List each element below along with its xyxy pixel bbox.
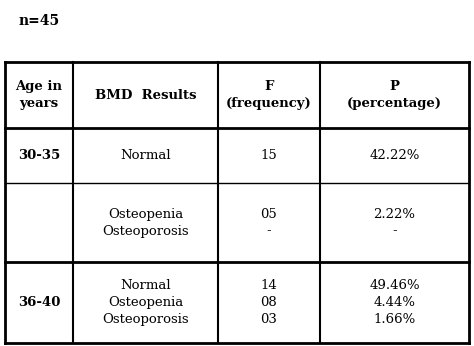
Text: Normal: Normal: [120, 149, 171, 162]
Text: n=45: n=45: [19, 14, 60, 28]
Text: Osteopenia
Osteoporosis: Osteopenia Osteoporosis: [102, 208, 189, 238]
Text: 14
08
03: 14 08 03: [261, 279, 277, 326]
Text: Normal
Osteopenia
Osteoporosis: Normal Osteopenia Osteoporosis: [102, 279, 189, 326]
Text: 15: 15: [261, 149, 277, 162]
Text: BMD  Results: BMD Results: [95, 89, 197, 101]
Text: Age in
years: Age in years: [16, 80, 63, 110]
Text: P
(percentage): P (percentage): [347, 80, 442, 110]
Text: 05
-: 05 -: [261, 208, 277, 238]
Text: 49.46%
4.44%
1.66%: 49.46% 4.44% 1.66%: [369, 279, 420, 326]
Text: F
(frequency): F (frequency): [226, 80, 312, 110]
Text: 2.22%
-: 2.22% -: [374, 208, 416, 238]
Text: 30-35: 30-35: [18, 149, 60, 162]
Text: 36-40: 36-40: [18, 296, 60, 309]
Text: 42.22%: 42.22%: [369, 149, 420, 162]
